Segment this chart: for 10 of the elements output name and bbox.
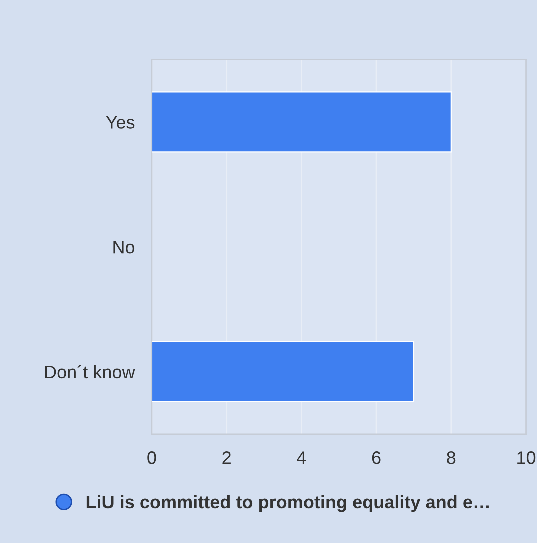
x-tick-label: 2 xyxy=(222,452,231,464)
x-tick-label: 10 xyxy=(518,452,536,464)
legend-label: LiU is committed to promoting equality and e… xyxy=(86,495,489,512)
x-tick-label: 4 xyxy=(297,452,306,464)
x-tick-label: 0 xyxy=(148,452,156,464)
y-tick-label: Yes xyxy=(106,116,135,129)
y-tick-label: No xyxy=(114,241,135,254)
y-tick-label: Don´t know xyxy=(45,365,136,379)
x-tick-label: 8 xyxy=(447,452,456,464)
x-tick-label: 6 xyxy=(372,452,381,464)
